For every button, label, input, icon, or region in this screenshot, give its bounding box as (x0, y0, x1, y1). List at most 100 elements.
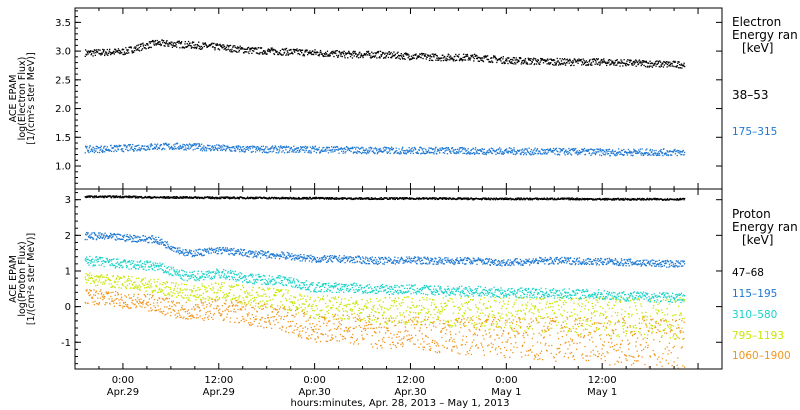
data-point (587, 64, 589, 66)
data-point (150, 197, 152, 199)
data-point (646, 197, 648, 199)
data-point (362, 260, 364, 262)
data-point (139, 236, 141, 238)
data-point (316, 148, 318, 150)
data-point (148, 41, 150, 43)
data-point (420, 263, 422, 265)
data-point (108, 236, 110, 238)
data-point (363, 54, 365, 56)
data-point (450, 197, 452, 199)
data-point (109, 235, 111, 237)
data-point (445, 149, 447, 151)
data-point (194, 143, 197, 145)
data-point (305, 148, 307, 150)
data-point (314, 145, 317, 147)
data-point (119, 50, 121, 52)
data-point (126, 49, 128, 51)
data-point (122, 195, 124, 198)
data-point (620, 153, 622, 155)
data-point (477, 60, 479, 62)
data-point (667, 62, 670, 64)
data-point (636, 61, 639, 64)
data-point (439, 57, 442, 59)
data-point (594, 59, 596, 61)
data-point (306, 258, 308, 260)
data-point (303, 196, 306, 199)
data-point (227, 250, 229, 252)
data-point (363, 152, 365, 154)
data-point (170, 248, 173, 250)
data-point (192, 47, 194, 49)
data-point (207, 144, 210, 147)
data-point (233, 197, 235, 199)
data-point (463, 152, 466, 154)
data-point (202, 249, 204, 251)
data-point (421, 259, 424, 261)
data-point (233, 50, 235, 52)
data-point (312, 256, 314, 258)
data-point (390, 259, 392, 261)
data-point (145, 240, 147, 242)
data-point (287, 257, 289, 259)
data-point (514, 61, 516, 64)
data-point (511, 58, 513, 61)
data-point (106, 196, 108, 198)
data-point (352, 198, 354, 200)
data-point (564, 64, 567, 66)
data-point (642, 154, 645, 156)
data-point (363, 260, 365, 263)
data-point (549, 58, 551, 60)
data-point (312, 50, 314, 52)
data-point (576, 197, 579, 199)
data-point (605, 62, 607, 65)
data-point (260, 145, 263, 148)
data-point (161, 39, 163, 41)
data-point (517, 261, 519, 263)
data-point (494, 198, 496, 200)
data-point (654, 152, 656, 154)
data-point (292, 197, 294, 199)
data-point (449, 151, 451, 153)
data-point (94, 50, 96, 52)
data-point (577, 153, 580, 155)
data-point (513, 264, 515, 266)
data-point (458, 150, 460, 152)
data-point (378, 56, 380, 59)
data-point (217, 252, 219, 255)
data-point (146, 43, 149, 45)
data-point (559, 58, 561, 60)
data-point (85, 145, 87, 147)
data-point (231, 196, 233, 199)
data-point (660, 151, 663, 153)
data-point (129, 149, 131, 151)
data-point (684, 151, 686, 154)
data-point (397, 51, 399, 53)
data-point (175, 148, 177, 150)
data-point (198, 143, 200, 145)
data-point (110, 234, 112, 236)
data-point (171, 147, 173, 149)
data-point (255, 148, 257, 151)
data-point (339, 52, 341, 54)
data-point (577, 199, 580, 201)
data-point (341, 51, 343, 54)
data-point (163, 144, 165, 146)
data-point (390, 147, 392, 150)
data-point (151, 235, 153, 237)
data-point (382, 263, 384, 265)
data-point (303, 149, 305, 151)
data-point (92, 146, 95, 149)
data-point (138, 197, 140, 199)
data-point (297, 53, 299, 55)
legend-entry: 175–315 (732, 126, 777, 138)
data-point (131, 241, 133, 243)
data-point (230, 149, 232, 152)
data-point (309, 257, 312, 260)
data-point (333, 146, 335, 148)
data-point (273, 53, 275, 55)
data-point (463, 197, 465, 199)
data-point (570, 154, 573, 156)
data-point (184, 43, 186, 45)
data-point (614, 150, 617, 152)
data-point (534, 260, 536, 263)
